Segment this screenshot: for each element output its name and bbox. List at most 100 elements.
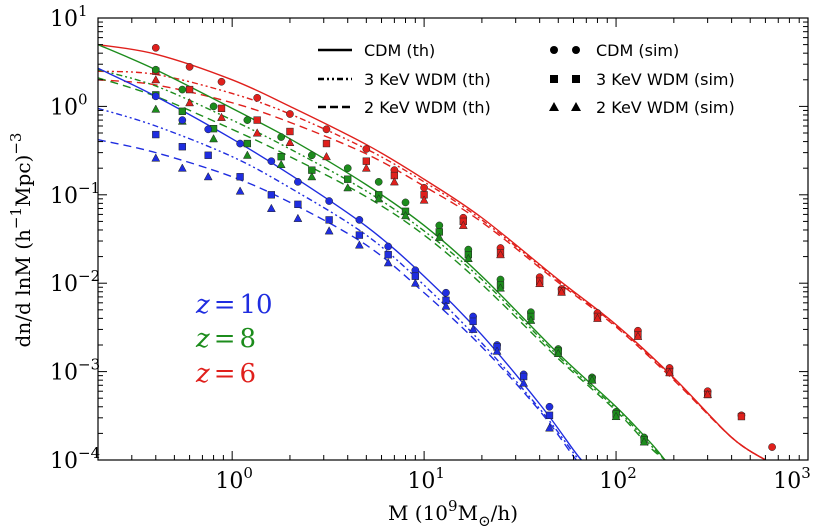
- sim-point-z10-wdm2: [203, 172, 213, 181]
- sim-point-z10-wdm2: [177, 163, 187, 172]
- sim-point-z10-wdm2: [293, 213, 303, 222]
- y-tick-label: 10−4: [50, 444, 100, 474]
- sim-point-z10-cdm: [236, 139, 244, 148]
- sim-point-z10-cdm: [442, 288, 450, 297]
- sim-point-z8-wdm2: [307, 172, 317, 181]
- sim-point-z10-wdm3: [325, 216, 333, 224]
- sim-point-z8-wdm3: [277, 153, 285, 161]
- sim-point-z6-wdm2: [285, 137, 295, 146]
- sim-point-z8-wdm2: [242, 150, 252, 159]
- y-tick-label: 10−2: [50, 267, 100, 297]
- sim-point-z8-wdm3: [243, 139, 252, 148]
- sim-point-z8-wdm2: [374, 194, 384, 203]
- sim-point-z6-cdm: [362, 145, 371, 153]
- theory-curve-z8-wdm2: [98, 77, 666, 460]
- sim-point-z6-cdm: [768, 443, 776, 451]
- sim-point-z6-cdm: [253, 93, 262, 102]
- legend-marker-circle: [572, 46, 580, 54]
- sim-point-z8-wdm3: [178, 107, 186, 115]
- legend-label-cdm-th: CDM (th): [364, 41, 435, 60]
- sim-point-z6-wdm3: [185, 85, 194, 94]
- x-tick-label: 102: [599, 464, 637, 494]
- sim-point-z8-cdm: [209, 102, 218, 111]
- sim-point-z10-cdm: [178, 116, 187, 124]
- sim-point-z8-wdm2: [434, 232, 444, 241]
- sim-point-z10-wdm2: [151, 153, 161, 162]
- legend-label-wdm2-sim: 2 KeV WDM (sim): [596, 98, 735, 117]
- sim-point-z8-wdm2: [209, 134, 218, 143]
- sim-point-z8-cdm: [435, 221, 444, 230]
- sim-point-z10-wdm2: [324, 226, 334, 235]
- theory-curve-z6-cdm: [98, 43, 766, 460]
- theory-curve-z6-wdm2: [98, 79, 766, 460]
- sim-point-z10-cdm: [267, 157, 276, 166]
- sim-point-z6-cdm: [286, 110, 294, 118]
- sim-point-z6-cdm: [185, 63, 194, 71]
- sim-point-z8-cdm: [401, 198, 410, 207]
- sim-point-z10-cdm: [325, 197, 333, 205]
- sim-point-z6-wdm2: [593, 313, 602, 322]
- simulation-markers: [151, 43, 776, 451]
- legend-marker-square: [550, 75, 558, 83]
- sim-point-z6-wdm2: [151, 75, 161, 84]
- sim-point-z8-wdm2: [611, 411, 621, 421]
- sim-point-z10-cdm: [355, 216, 364, 224]
- sim-point-z10-wdm3: [355, 231, 364, 239]
- y-tick-label: 101: [50, 2, 88, 32]
- theory-curve-z10-wdm2: [98, 139, 579, 460]
- sim-point-z10-wdm2: [235, 186, 245, 195]
- y-axis-label: dn/d lnM (h−1Mpc)−3: [7, 133, 35, 348]
- x-axis-label: M (109M⊙/h): [388, 497, 518, 530]
- sim-point-z6-wdm3: [217, 104, 226, 113]
- sim-point-z6-cdm: [151, 43, 160, 52]
- y-tick-label: 10−3: [50, 356, 100, 386]
- sim-point-z6-wdm2: [322, 151, 331, 161]
- sim-point-z8-cdm: [178, 85, 187, 94]
- sim-point-z10-cdm: [294, 178, 302, 186]
- sim-point-z6-cdm: [322, 125, 331, 134]
- theory-curve-z10-wdm3: [98, 107, 580, 460]
- tick-labels: 100 101 102 103 101 100 10−1 10−2 10−3 10−4: [50, 2, 811, 494]
- sim-point-z6-wdm2: [496, 249, 505, 259]
- sim-point-z6-wdm2: [252, 128, 262, 137]
- sim-point-z8-wdm3: [344, 175, 352, 183]
- redshift-label-z10: z = 10: [195, 290, 273, 320]
- y-tick-label: 100: [50, 90, 88, 120]
- legend-entry-wdm3-th: 3 KeV WDM (th): [318, 70, 491, 89]
- x-tick-label: 100: [215, 464, 253, 494]
- sim-point-z8-wdm2: [526, 315, 536, 324]
- sim-point-z10-wdm2: [468, 324, 478, 333]
- sim-point-z8-wdm2: [151, 104, 161, 113]
- sim-point-z10-wdm2: [492, 346, 502, 355]
- sim-point-z8-cdm: [243, 116, 252, 124]
- legend-marker-square: [572, 75, 580, 83]
- legend-label-wdm2-th: 2 KeV WDM (th): [364, 98, 491, 117]
- sim-point-z6-wdm2: [703, 389, 713, 399]
- sim-point-z10-wdm3: [204, 151, 212, 159]
- sim-point-z6-wdm2: [419, 195, 429, 204]
- legend-marker-circle: [550, 46, 558, 54]
- sim-point-z8-wdm2: [343, 183, 353, 192]
- redshift-labels: z = 10 z = 8 z = 6: [195, 290, 273, 389]
- sim-point-z6-wdm2: [535, 278, 545, 288]
- plot-frame: [97, 17, 809, 461]
- sim-point-z10-wdm3: [236, 173, 244, 181]
- legend: CDM (th) 3 KeV WDM (th) 2 KeV WDM (th) C…: [318, 41, 735, 117]
- legend-entry-wdm2-sim: 2 KeV WDM (sim): [549, 98, 735, 117]
- sim-point-z6-wdm3: [737, 412, 746, 421]
- sim-point-z10-wdm3: [545, 411, 554, 419]
- x-tick-label: 103: [773, 464, 811, 494]
- sim-point-z8-cdm: [374, 178, 383, 186]
- sim-point-z8-cdm: [307, 151, 316, 160]
- sim-point-z10-cdm: [151, 92, 160, 101]
- sim-point-z6-cdm: [217, 77, 226, 86]
- sim-point-z6-wdm2: [557, 287, 566, 296]
- sim-point-z10-wdm2: [410, 278, 420, 287]
- sim-point-z10-cdm: [384, 242, 393, 251]
- legend-marker-triangle: [571, 102, 581, 111]
- sim-point-z10-wdm3: [178, 143, 186, 151]
- legend-entry-cdm-th: CDM (th): [318, 41, 435, 60]
- redshift-label-z8: z = 8: [195, 324, 256, 354]
